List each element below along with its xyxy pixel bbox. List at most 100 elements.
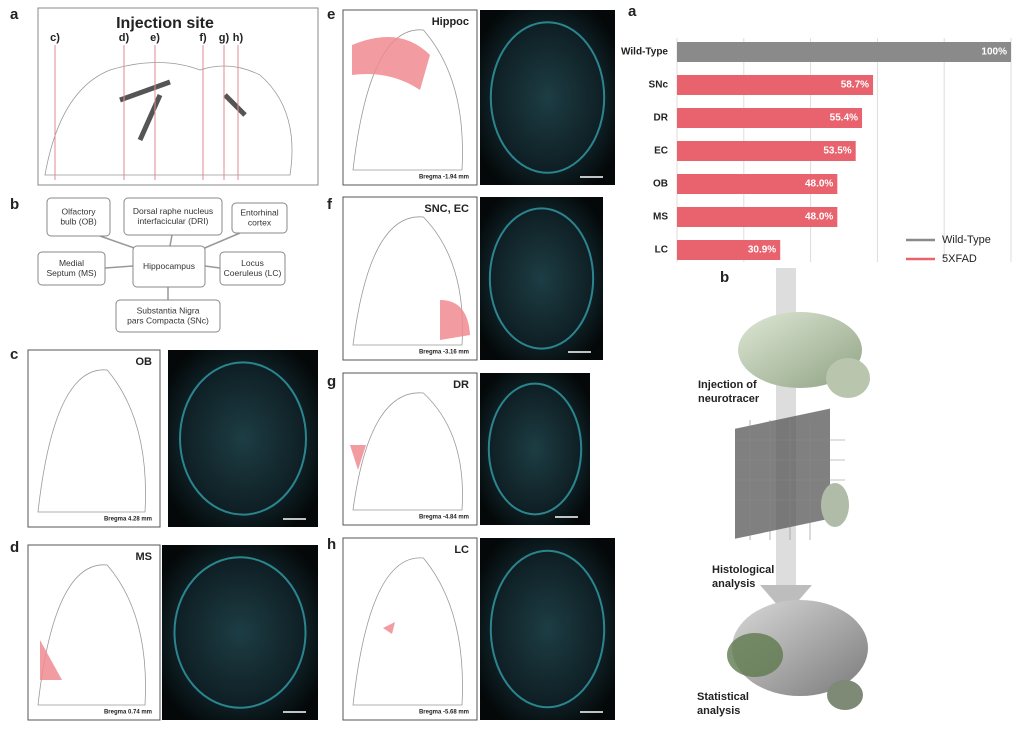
atlas-frame (342, 537, 478, 721)
atlas-highlight (440, 300, 470, 340)
atlas-frame (342, 372, 478, 526)
histology-slices (735, 408, 849, 540)
region-label: Hippoc (432, 16, 469, 28)
bregma-label: Bregma -4.84 mm (419, 515, 469, 521)
atlas-highlight (350, 445, 366, 470)
box-text: cortex (248, 217, 272, 227)
region-label: MS (136, 551, 153, 563)
process-arrow-head (760, 585, 812, 615)
box (37, 251, 106, 286)
panel-label: f (327, 196, 333, 213)
brain-3d (826, 358, 870, 398)
category-label: DR (654, 113, 669, 124)
box-text: Olfactory (61, 206, 96, 216)
brain-structure (119, 79, 247, 142)
bar-chart: Wild-Type SNc DR EC OB MS LC 100% 58.7% 55.4% 53.5… (621, 38, 1012, 265)
value-label: 55.4% (830, 113, 858, 124)
category-label: LC (655, 245, 668, 256)
panel-title: Injection site (116, 15, 214, 32)
marker-label: h) (233, 32, 244, 44)
marker-label: e) (150, 32, 160, 44)
step-label: Statistical (697, 691, 749, 703)
step-label: Injection of (698, 379, 757, 391)
box-text: pars Compacta (SNc) (127, 315, 209, 325)
brain-outline (44, 62, 293, 176)
category-label: EC (654, 146, 668, 157)
box-text: bulb (OB) (60, 216, 97, 226)
bar (677, 108, 863, 128)
panel-frame (37, 7, 319, 186)
bregma-label: Bregma -3.16 mm (419, 350, 469, 356)
region-label: SNC, EC (424, 203, 469, 215)
legend-label: Wild-Type (942, 234, 991, 246)
box-text: Locus (241, 258, 264, 268)
atlas-drawing (352, 29, 463, 171)
atlas-highlight (352, 37, 430, 90)
box-text: Coeruleus (LC) (224, 268, 282, 278)
bar (677, 207, 838, 227)
step-label: neurotracer (698, 393, 760, 405)
steps: Injection of neurotracer Histological analy… (697, 379, 774, 717)
panel-label: h (327, 536, 336, 553)
value-label: 48.0% (805, 179, 833, 190)
region-label: LC (454, 544, 469, 556)
micrograph-tissue (487, 382, 583, 516)
box-text: Septum (MS) (46, 268, 96, 278)
atlas-highlight (40, 640, 62, 680)
region-label: OB (136, 356, 153, 368)
panel-label: b (10, 196, 19, 213)
step-label: analysis (697, 705, 740, 717)
value-label: 58.7% (841, 80, 869, 91)
bar (677, 240, 781, 260)
box (219, 251, 286, 286)
atlas-drawing (37, 564, 146, 706)
category-label: MS (653, 212, 668, 223)
micrograph-tissue (488, 207, 595, 350)
atlas-highlight (383, 622, 395, 634)
brain-region (827, 680, 863, 710)
box-text: Hippocampus (143, 261, 195, 271)
box-text: Entorhinal (240, 207, 278, 217)
step-label: Histological (712, 564, 774, 576)
micrograph (480, 197, 603, 360)
legend-label: 5XFAD (942, 253, 977, 265)
micrograph-tissue (489, 549, 606, 709)
bar (677, 42, 1011, 62)
bar (677, 75, 874, 95)
marker-label: d) (119, 32, 130, 44)
atlas-drawing (37, 369, 146, 513)
marker-label: f) (199, 32, 207, 44)
box (231, 202, 288, 234)
value-label: 30.9% (748, 245, 776, 256)
box (132, 245, 206, 288)
region-label: DR (453, 379, 469, 391)
category-label: SNc (649, 80, 669, 91)
bregma-label: Bregma 0.74 mm (104, 710, 152, 716)
micrograph-tissue (173, 556, 307, 709)
bar (677, 141, 856, 161)
atlas-frame (342, 9, 478, 186)
bregma-label: Bregma -5.68 mm (419, 710, 469, 716)
marker-label: g) (219, 32, 230, 44)
box (46, 197, 111, 237)
step-label: analysis (712, 578, 755, 590)
panel-label: a (628, 3, 637, 20)
box-text: Substantia Nigra (137, 305, 200, 315)
micrograph-tissue (179, 361, 307, 516)
sections: c OB Bregma 4.28 mm d MS Bregma 0.74 mm e Hippo… (10, 6, 615, 721)
box-text: Dorsal raphe nucleus (133, 206, 213, 216)
value-label: 100% (981, 47, 1007, 58)
category-label: Wild-Type (621, 47, 668, 58)
micrograph-tissue (489, 21, 606, 174)
atlas-frame (27, 349, 161, 528)
atlas-drawing (352, 557, 463, 706)
atlas-frame (27, 544, 161, 721)
markers: c) d) e) f) g) h) (50, 32, 244, 180)
category-label: OB (653, 179, 668, 190)
panel-label: b (720, 269, 729, 286)
micrograph (480, 373, 590, 525)
box (123, 197, 223, 236)
